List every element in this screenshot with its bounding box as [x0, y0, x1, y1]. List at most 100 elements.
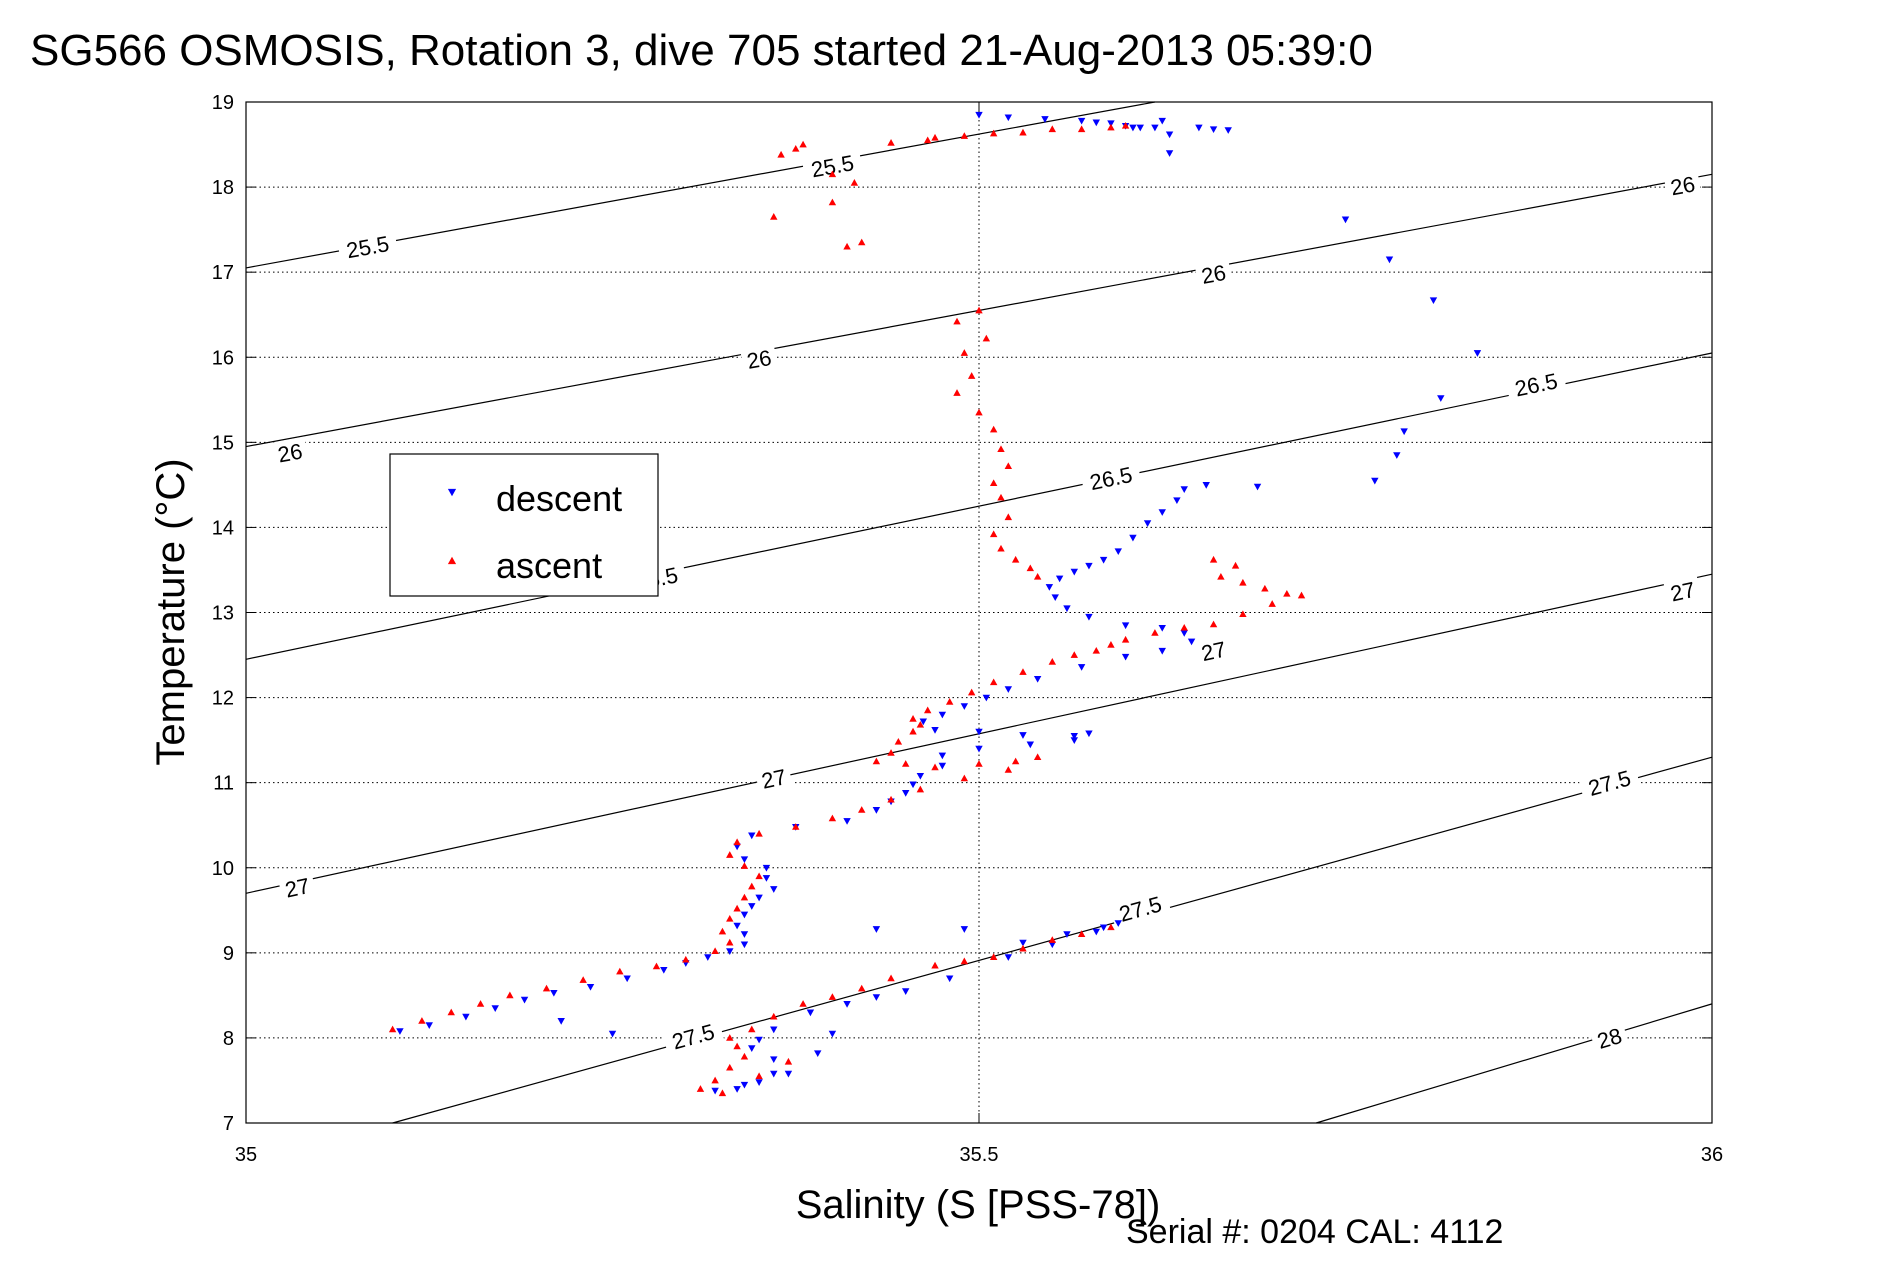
ascent-point [696, 1085, 705, 1092]
descent-point [938, 752, 947, 760]
descent-point [755, 894, 763, 902]
ascent-point [887, 974, 895, 982]
ascent-point [799, 140, 807, 148]
ascent-point [1261, 584, 1269, 592]
legend-label-ascent: ascent [496, 545, 602, 586]
ascent-point [828, 198, 837, 206]
legend-marker-ascent [447, 556, 457, 565]
ascent-point [960, 349, 969, 356]
descent-point [1051, 594, 1059, 602]
descent-point [770, 1070, 778, 1078]
descent-point [1437, 395, 1445, 402]
ascent-point [711, 947, 719, 954]
descent-point [755, 1036, 763, 1044]
ascent-point [1011, 555, 1020, 563]
descent-point [931, 727, 939, 734]
descent-point [960, 703, 969, 710]
ascent-point [718, 1089, 727, 1097]
ascent-point [1004, 766, 1013, 773]
ascent-point [733, 838, 741, 846]
descent-point [711, 1087, 719, 1095]
descent-point [945, 975, 954, 983]
contour-label: 27 [283, 873, 312, 903]
descent-point [843, 818, 851, 825]
contour-label-gap [1663, 574, 1703, 608]
descent-point [1187, 638, 1196, 646]
ascent-point [711, 1076, 719, 1084]
descent-point [960, 926, 969, 933]
descent-point [916, 772, 925, 780]
descent-point [1429, 297, 1438, 305]
descent-point [1070, 733, 1078, 740]
ascent-point [997, 445, 1005, 453]
ascent-point [1048, 658, 1057, 665]
descent-point [1158, 647, 1166, 655]
ascent-point [850, 179, 859, 186]
y-tick-label: 13 [212, 603, 234, 625]
ascent-point [887, 795, 895, 803]
ascent-point [1011, 757, 1020, 765]
contour-label: 27 [1199, 636, 1228, 666]
descent-point [740, 911, 749, 919]
descent-point [872, 926, 881, 933]
descent-point [1085, 730, 1093, 738]
y-tick-label: 17 [212, 262, 234, 284]
ascent-point [989, 530, 998, 538]
density-contour-26.5 [245, 352, 1713, 660]
ascent-point [1283, 589, 1291, 597]
contour-label: 26 [276, 439, 305, 468]
contour-label: 26 [745, 345, 774, 374]
contour-label-gap [1505, 365, 1568, 404]
ascent-point [652, 962, 661, 970]
ascent-point [1121, 635, 1130, 643]
contour-label-gap [277, 871, 317, 904]
ascent-point [997, 544, 1005, 552]
contour-label-gap [1663, 169, 1702, 202]
descent-point [938, 762, 947, 770]
ascent-point [916, 720, 925, 728]
descent-point [1019, 732, 1027, 739]
contour-label-gap [1079, 459, 1142, 497]
ascent-point [989, 129, 998, 137]
descent-point [1195, 124, 1203, 132]
descent-point [1121, 653, 1130, 661]
descent-point [1202, 482, 1210, 489]
descent-point [491, 1005, 499, 1012]
descent-point [755, 1079, 763, 1086]
ascent-point [1070, 651, 1078, 658]
descent-point [975, 111, 983, 119]
ascent-point [1092, 646, 1100, 654]
descent-point [733, 1086, 741, 1093]
descent-point [748, 903, 756, 910]
ascent-point [718, 927, 727, 935]
descent-point [740, 1081, 749, 1089]
ascent-point [1239, 578, 1247, 586]
descent-point [1114, 548, 1122, 556]
descent-point [586, 984, 595, 991]
ascent-point [989, 953, 998, 960]
ascent-point [726, 1034, 734, 1041]
ascent-point [616, 967, 624, 975]
ascent-point [1077, 930, 1086, 937]
descent-point [1158, 624, 1166, 632]
data-series [388, 111, 1482, 1097]
plot-area: 25.525.52626262626.526.526.52727272727.5… [212, 92, 1723, 1166]
ascent-point [894, 738, 903, 745]
descent-point [1077, 664, 1086, 671]
ascent-point [872, 757, 881, 765]
ascent-point [1107, 923, 1115, 931]
legend-box [389, 453, 659, 597]
descent-point [1004, 954, 1013, 961]
descent-point [1129, 124, 1137, 132]
descent-point [1129, 534, 1137, 542]
ascent-point [682, 955, 690, 963]
descent-point [425, 1022, 433, 1029]
descent-point [740, 856, 749, 864]
y-axis-label: Temperature (°C) [149, 458, 193, 765]
descent-point [872, 994, 881, 1001]
contour-label-gap [661, 1015, 725, 1057]
descent-point [1026, 741, 1035, 749]
ascent-point [1209, 620, 1218, 628]
ascent-point [858, 984, 866, 992]
